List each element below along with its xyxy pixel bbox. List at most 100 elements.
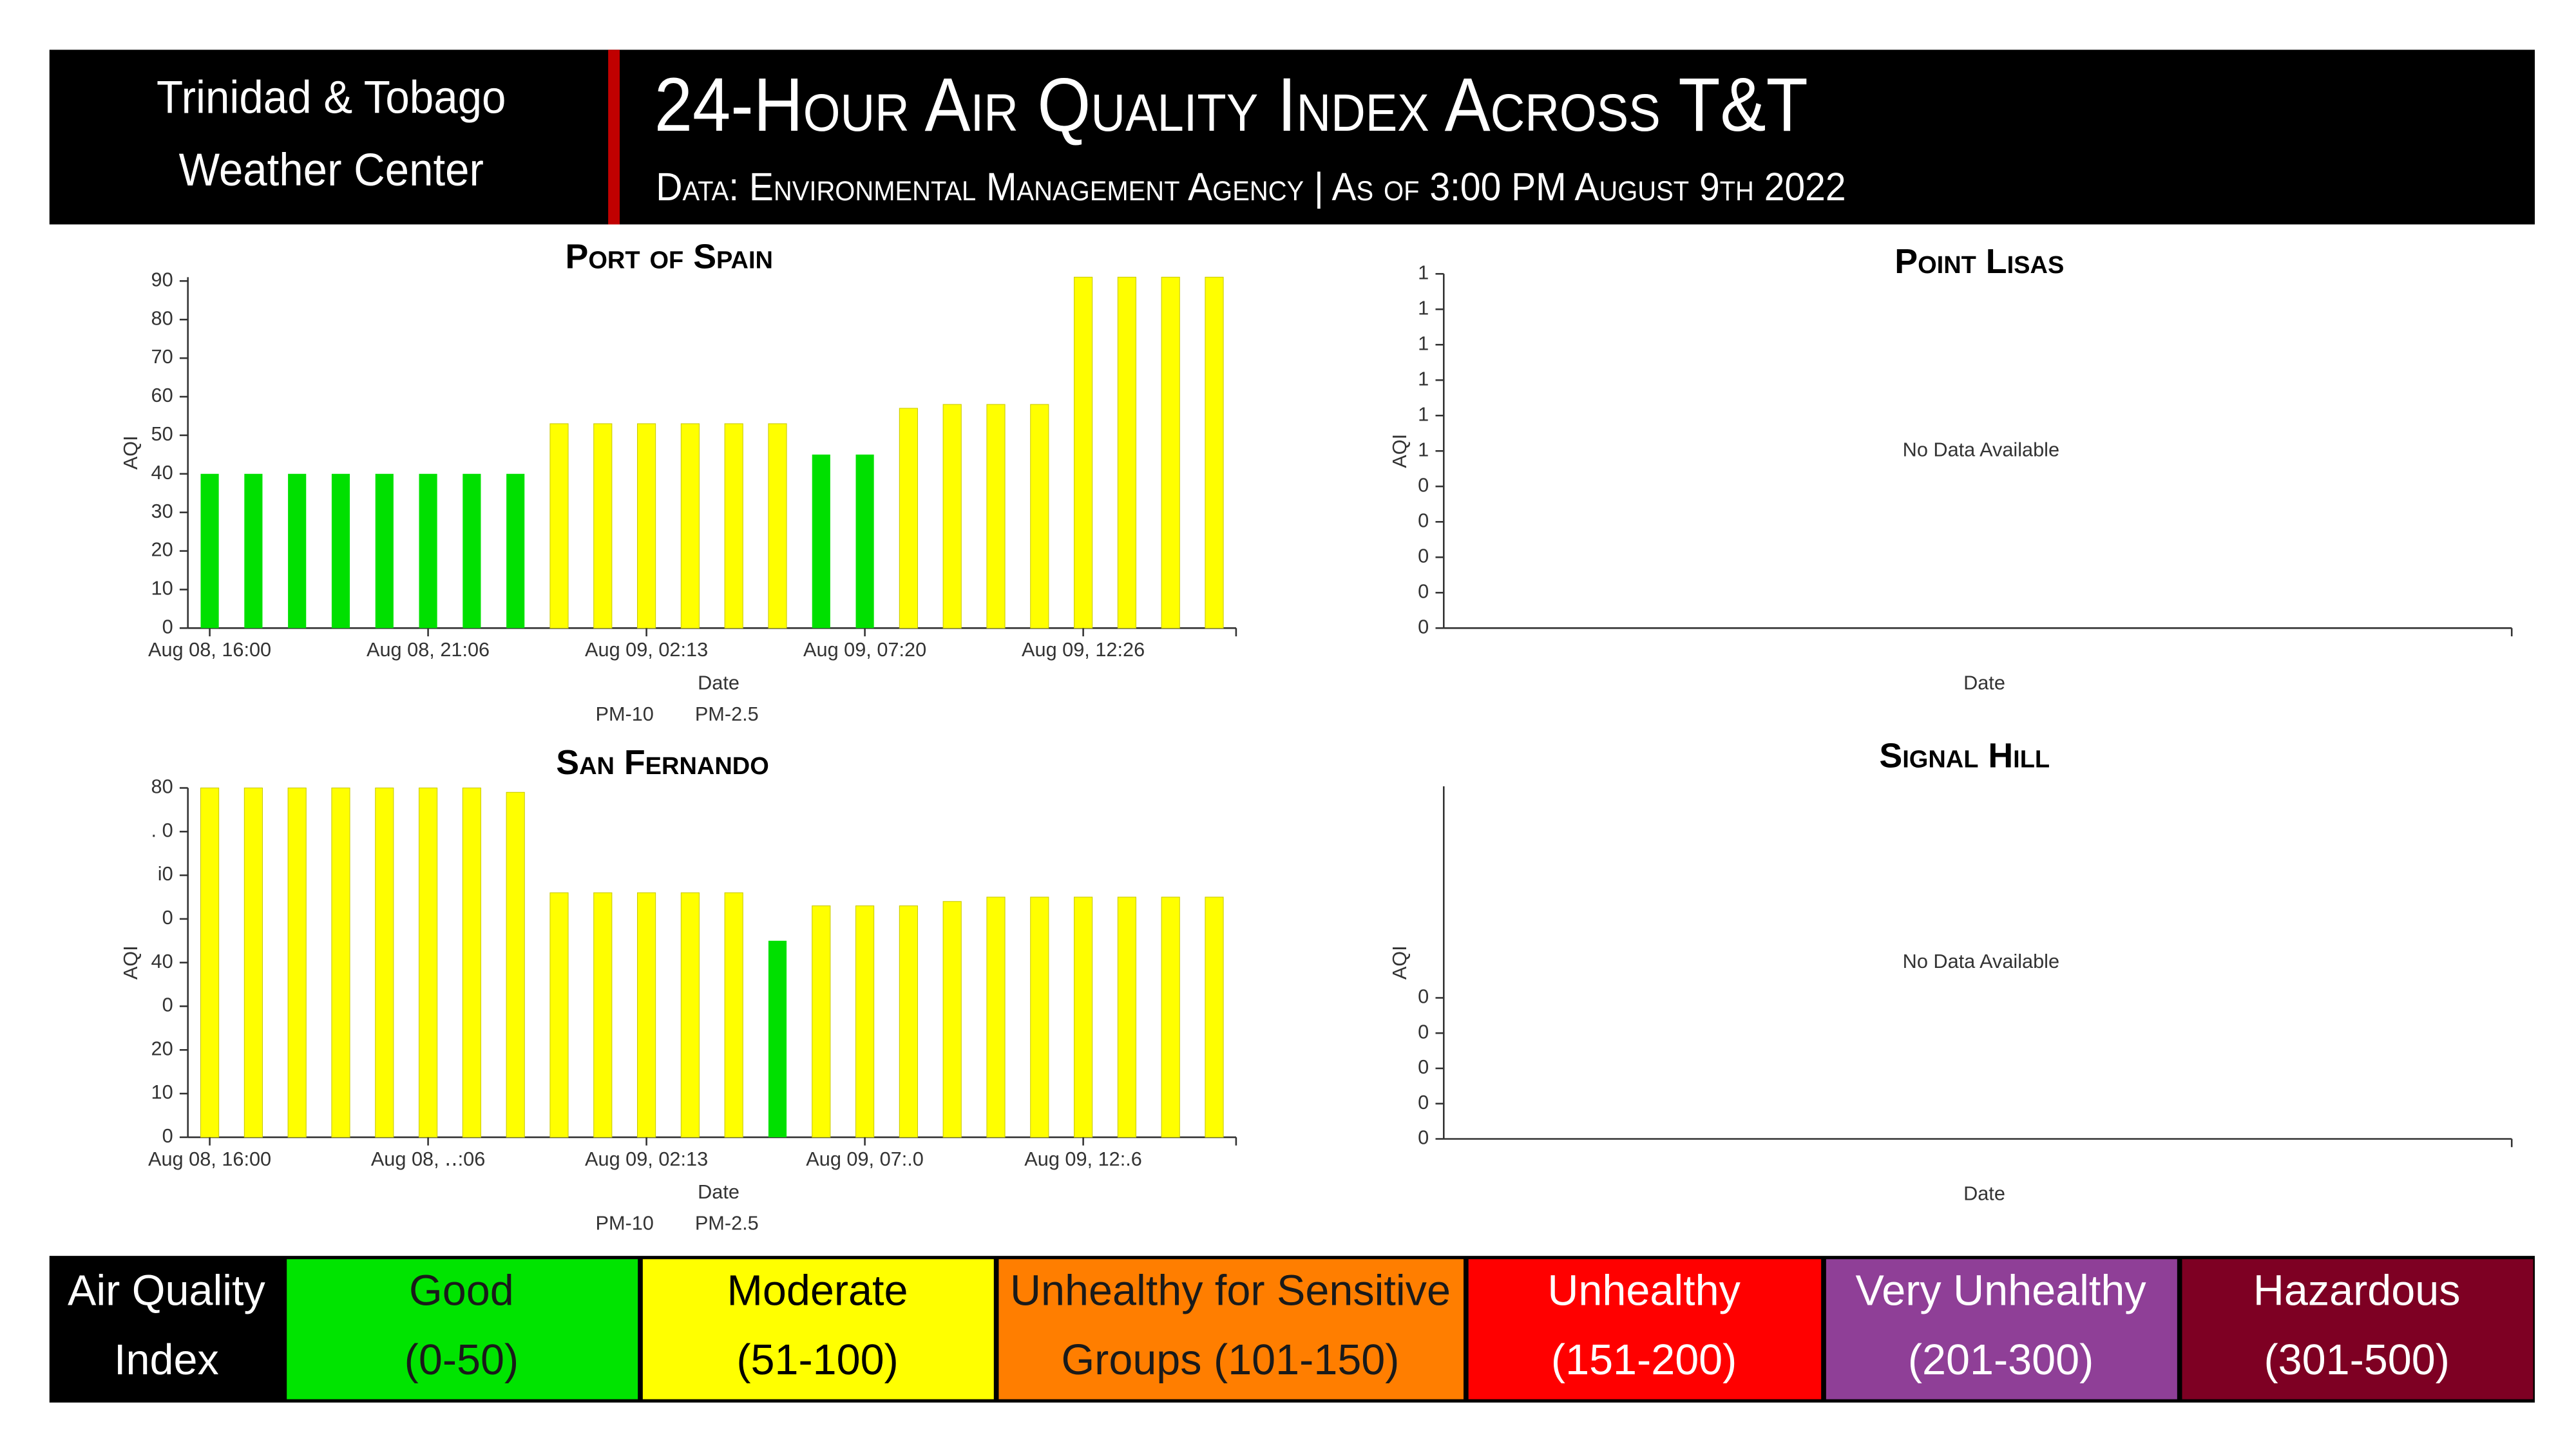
y-tick-label: 1 — [1418, 402, 1429, 425]
legend-cell — [1826, 1259, 2177, 1399]
y-tick-label: 1 — [1418, 261, 1429, 283]
bar — [680, 892, 700, 1138]
bar — [331, 473, 350, 629]
bar — [942, 404, 962, 629]
legend-label: Unhealthy — [1547, 1267, 1741, 1315]
legend-title: Air Quality — [68, 1267, 266, 1315]
bar — [986, 896, 1006, 1138]
org-name: Trinidad & Tobago — [157, 72, 506, 124]
y-tick-label: 0 — [162, 906, 173, 929]
org-name: Weather Center — [179, 144, 484, 196]
bar — [942, 901, 962, 1138]
legend-entry: PM-10 — [595, 1212, 653, 1235]
y-tick-label: 40 — [151, 950, 173, 972]
legend-label: Good — [409, 1267, 514, 1315]
x-axis-label: Date — [698, 671, 739, 694]
bar — [244, 473, 263, 629]
x-tick-label: Aug 09, 02:13 — [585, 638, 708, 661]
y-tick-label: 0 — [1418, 1091, 1429, 1113]
y-tick-label: 1 — [1418, 438, 1429, 460]
x-tick-label: Aug 09, 02:13 — [585, 1148, 708, 1170]
bar — [375, 473, 394, 629]
bar — [593, 423, 613, 629]
y-tick-label: 0 — [1418, 544, 1429, 567]
bar — [768, 423, 787, 629]
bar — [462, 787, 481, 1138]
legend-label: Hazardous — [2253, 1267, 2461, 1315]
bar — [812, 454, 830, 629]
page-subtitle: Data: Environmental Management Agency | … — [656, 165, 1846, 209]
legend-label: Groups (101-150) — [1061, 1336, 1399, 1384]
y-tick-label: . 0 — [151, 819, 173, 841]
legend-cell — [642, 1259, 994, 1399]
y-tick-label: 80 — [151, 775, 173, 798]
legend-cell — [287, 1259, 638, 1399]
y-tick-label: 0 — [1418, 1056, 1429, 1078]
y-tick-label: 20 — [151, 538, 173, 561]
legend-label: (151-200) — [1551, 1336, 1737, 1384]
bar — [549, 892, 569, 1138]
bar — [375, 787, 394, 1138]
bar — [637, 423, 656, 629]
header-divider — [608, 50, 620, 225]
x-tick-label: Aug 09, 12:.6 — [1024, 1148, 1142, 1170]
legend-label: Very Unhealthy — [1856, 1267, 2147, 1315]
bar — [1117, 896, 1136, 1138]
y-tick-label: 30 — [151, 500, 173, 522]
legend-label: (201-300) — [1908, 1336, 2094, 1384]
bar — [986, 404, 1006, 629]
bar — [200, 473, 219, 629]
x-tick-label: Aug 08, 16:00 — [148, 1148, 271, 1170]
y-tick-label: 0 — [1418, 509, 1429, 531]
y-tick-label: 0 — [1418, 580, 1429, 602]
bar — [331, 787, 350, 1138]
y-axis-label: AQI — [119, 435, 142, 469]
y-tick-label: 20 — [151, 1037, 173, 1059]
y-tick-label: 0 — [1418, 985, 1429, 1008]
no-data-note: No Data Available — [1903, 950, 2059, 972]
y-tick-label: 90 — [151, 268, 173, 290]
y-tick-label: 60 — [151, 384, 173, 406]
bar — [418, 787, 438, 1138]
bar — [288, 473, 307, 629]
y-tick-label: 0 — [1418, 615, 1429, 638]
bar — [724, 423, 743, 629]
legend-label: (301-500) — [2264, 1336, 2450, 1384]
legend-entry: PM-10 — [595, 703, 653, 725]
bar — [287, 787, 307, 1138]
legend-entry: PM-2.5 — [695, 703, 759, 725]
x-axis-label: Date — [1963, 671, 2005, 694]
legend-title: Index — [114, 1336, 219, 1384]
bar — [899, 905, 918, 1138]
legend-label: Unhealthy for Sensitive — [1010, 1267, 1451, 1315]
y-tick-label: 1 — [1418, 367, 1429, 390]
x-tick-label: Aug 09, 07:20 — [803, 638, 926, 661]
y-axis-label: AQI — [119, 945, 142, 980]
bar — [1074, 276, 1093, 629]
bar — [680, 423, 700, 629]
y-tick-label: 0 — [1418, 1126, 1429, 1149]
x-axis-label: Date — [1963, 1182, 2005, 1205]
page-title: 24-Hour Air Quality Index Across T&T — [654, 62, 1808, 147]
y-tick-label: 1 — [1418, 332, 1429, 354]
y-tick-label: 10 — [151, 1081, 173, 1103]
y-tick-label: 50 — [151, 422, 173, 445]
y-axis-label: AQI — [1388, 945, 1411, 980]
bar — [1117, 276, 1136, 629]
bar — [243, 787, 263, 1138]
legend-label: (51-100) — [736, 1336, 898, 1384]
y-axis-label: AQI — [1388, 434, 1411, 468]
bar — [724, 892, 743, 1138]
legend-cell — [998, 1259, 1464, 1399]
y-tick-label: 0 — [162, 994, 173, 1016]
bar — [1161, 896, 1180, 1138]
bar — [637, 892, 656, 1138]
bar — [899, 408, 918, 629]
bar — [1030, 404, 1049, 629]
bar — [593, 892, 613, 1138]
bar — [506, 473, 525, 629]
x-tick-label: Aug 08, ‥:06 — [371, 1148, 485, 1170]
bar — [1030, 896, 1049, 1138]
